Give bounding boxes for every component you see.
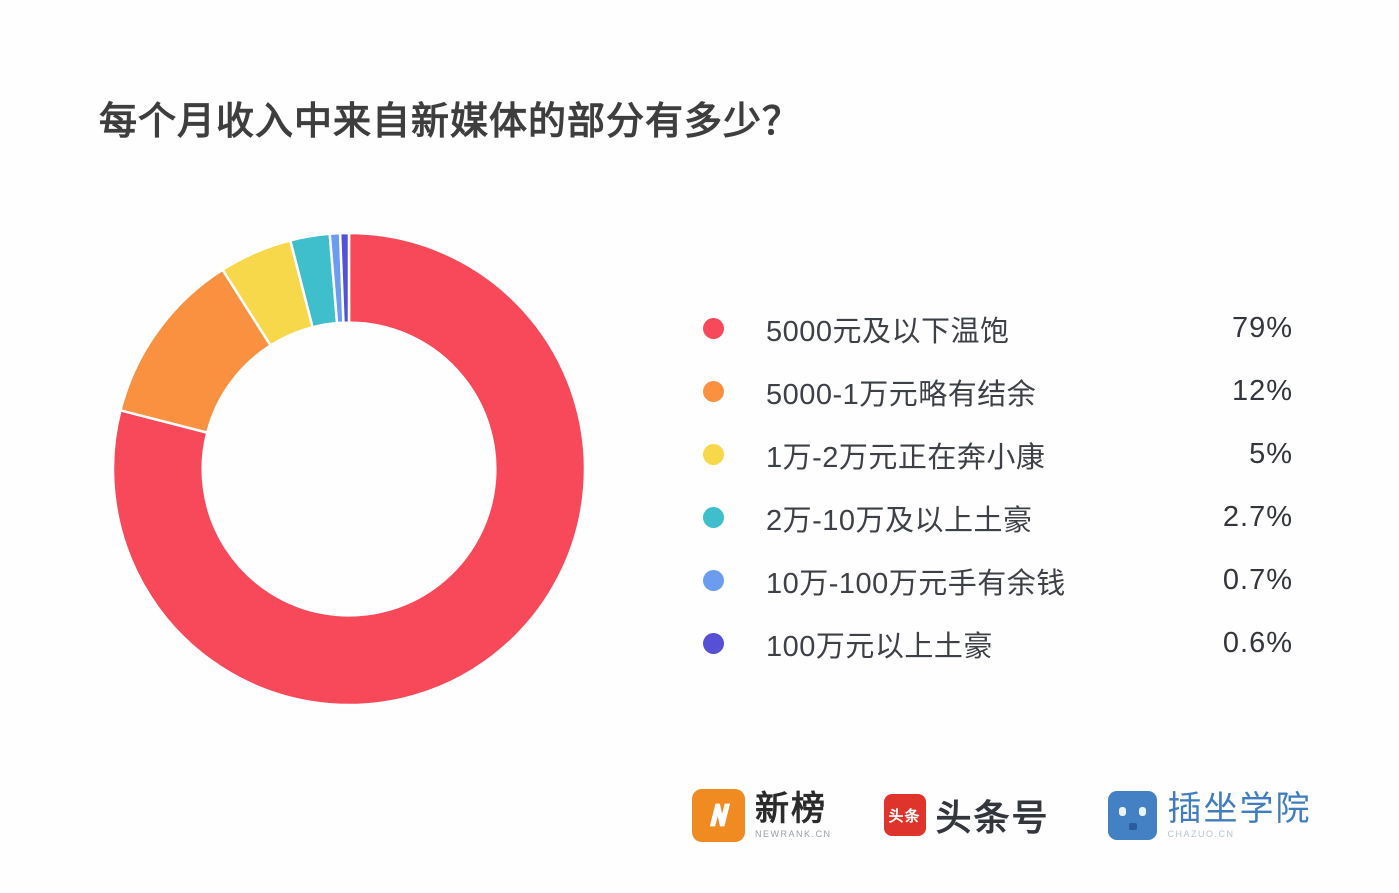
chazuo-name: 插坐学院 [1167, 789, 1312, 828]
footer-brand-bar: 新榜 NEWRANK.CN 头条 头条号 插坐学院 CHAZUO.CN [692, 780, 1312, 850]
legend-value: 12% [1231, 375, 1293, 407]
chazuo-right-eye [1138, 806, 1146, 816]
legend-dot-icon [703, 318, 724, 339]
legend-dot-icon [703, 507, 724, 528]
legend-label: 2万-10万及以上土豪 [766, 504, 1033, 537]
legend-row: 2万-10万及以上土豪 2.7% [703, 486, 1293, 549]
legend-dot-icon [703, 444, 724, 465]
toutiao-badge-text: 头条 [888, 807, 921, 825]
chazuo-brand: 插坐学院 CHAZUO.CN [1107, 790, 1312, 840]
legend-label: 5000元及以下温饱 [766, 315, 1010, 348]
legend-value: 0.6% [1222, 627, 1293, 659]
page-title: 每个月收入中来自新媒体的部分有多少？ [99, 101, 802, 143]
legend-row: 10万-100万元手有余钱 0.7% [703, 549, 1293, 612]
chazuo-robot-face-icon [1107, 790, 1157, 840]
newrank-text-block: 新榜 NEWRANK.CN [755, 792, 832, 839]
legend-label: 1万-2万元正在奔小康 [766, 441, 1046, 474]
legend-label: 100万元以上土豪 [766, 630, 993, 663]
newrank-lightning-n-icon [692, 788, 745, 842]
legend-row: 5000元及以下温饱 79% [703, 297, 1293, 360]
donut-slice [338, 231, 351, 325]
chazuo-text-block: 插坐学院 CHAZUO.CN [1168, 792, 1312, 839]
legend-row: 1万-2万元正在奔小康 5% [703, 423, 1293, 486]
legend-value: 0.7% [1222, 564, 1293, 596]
toutiao-brand: 头条 头条号 [883, 789, 1050, 841]
toutiao-badge-icon: 头条 [883, 794, 926, 836]
chazuo-left-eye [1118, 806, 1126, 816]
legend-row: 5000-1万元略有结余 12% [703, 360, 1293, 423]
newrank-name: 新榜 [755, 789, 827, 828]
newrank-subtitle: NEWRANK.CN [755, 828, 832, 839]
legend-dot-icon [703, 633, 724, 654]
donut-chart-svg [111, 231, 587, 707]
legend-row: 100万元以上土豪 0.6% [703, 612, 1293, 675]
legend-dot-icon [703, 381, 724, 402]
legend-label: 10万-100万元手有余钱 [766, 567, 1066, 600]
legend-dot-icon [703, 570, 724, 591]
newrank-brand: 新榜 NEWRANK.CN [692, 788, 832, 842]
legend-value: 2.7% [1222, 501, 1293, 533]
toutiao-name: 头条号 [935, 797, 1050, 838]
donut-chart [110, 230, 588, 708]
chazuo-mouth [1128, 822, 1137, 830]
donut-slice [111, 231, 587, 707]
legend-value: 79% [1231, 312, 1293, 344]
chazuo-subtitle: CHAZUO.CN [1167, 828, 1235, 839]
legend-value: 5% [1249, 438, 1293, 470]
chart-legend: 5000元及以下温饱 79% 5000-1万元略有结余 12% 1万-2万元正在… [703, 297, 1293, 675]
legend-label: 5000-1万元略有结余 [766, 378, 1037, 411]
